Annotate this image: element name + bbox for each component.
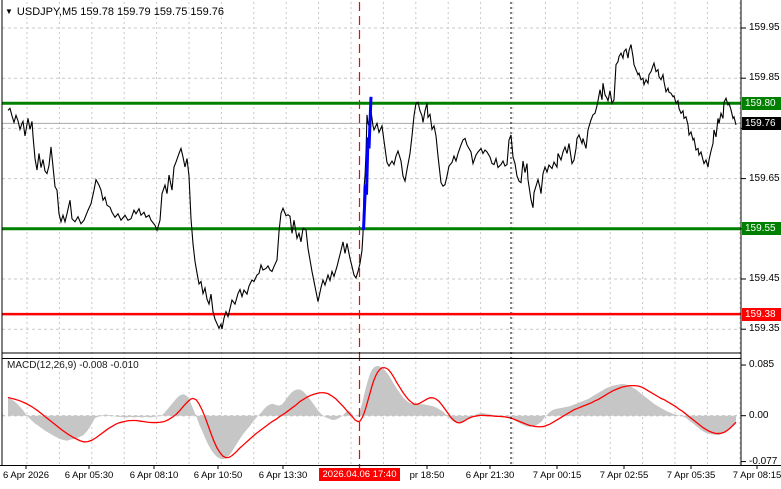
time-tick-label: 6 Apr 13:30 bbox=[258, 470, 308, 481]
time-tick-label: 6 Apr 08:10 bbox=[129, 470, 179, 481]
price-badge: 159.55 bbox=[742, 222, 781, 236]
macd-histogram bbox=[8, 365, 736, 460]
chart-title: ▼ USDJPY,M5 159.78 159.79 159.75 159.76 bbox=[5, 6, 224, 18]
price-line bbox=[7, 44, 737, 330]
time-tick-label: pr 18:50 bbox=[409, 470, 445, 481]
time-tick-label: 7 Apr 02:55 bbox=[599, 470, 649, 481]
time-highlight-badge: 2026.04.06 17:40 bbox=[318, 468, 401, 481]
macd-tick-label: -0.077 bbox=[749, 455, 778, 467]
price-tick-label: 159.85 bbox=[749, 72, 780, 84]
price-tick-label: 159.35 bbox=[749, 323, 780, 335]
price-tick-label: 159.95 bbox=[749, 22, 780, 33]
macd-indicator-label: MACD(12,26,9) -0.008 -0.010 bbox=[7, 360, 139, 371]
time-tick-label: 6 Apr 10:50 bbox=[193, 470, 243, 481]
symbol-ohlc-text: USDJPY,M5 159.78 159.79 159.75 159.76 bbox=[16, 6, 225, 18]
symbol-marker-icon: ▼ bbox=[5, 7, 13, 16]
macd-tick-label: 0.00 bbox=[749, 409, 769, 421]
price-badge: 159.80 bbox=[742, 96, 781, 110]
time-tick-label: 6 Apr 05:30 bbox=[64, 470, 114, 481]
macd-tick-label: 0.085 bbox=[749, 359, 775, 371]
time-tick-label: 6 Apr 21:30 bbox=[465, 470, 515, 481]
price-tick-label: 159.45 bbox=[749, 273, 780, 284]
impulse-arrow-line[interactable] bbox=[362, 96, 373, 230]
price-badge: 159.38 bbox=[742, 307, 781, 321]
time-tick-label: 7 Apr 05:35 bbox=[666, 470, 716, 481]
macd-signal-line bbox=[7, 367, 737, 459]
price-badge: 159.76 bbox=[742, 116, 781, 130]
time-tick-label: 7 Apr 00:15 bbox=[532, 470, 582, 481]
time-tick-label: 7 Apr 08:15 bbox=[732, 470, 781, 481]
time-tick-label: 6 Apr 2026 bbox=[3, 470, 49, 481]
price-tick-label: 159.65 bbox=[749, 172, 780, 184]
